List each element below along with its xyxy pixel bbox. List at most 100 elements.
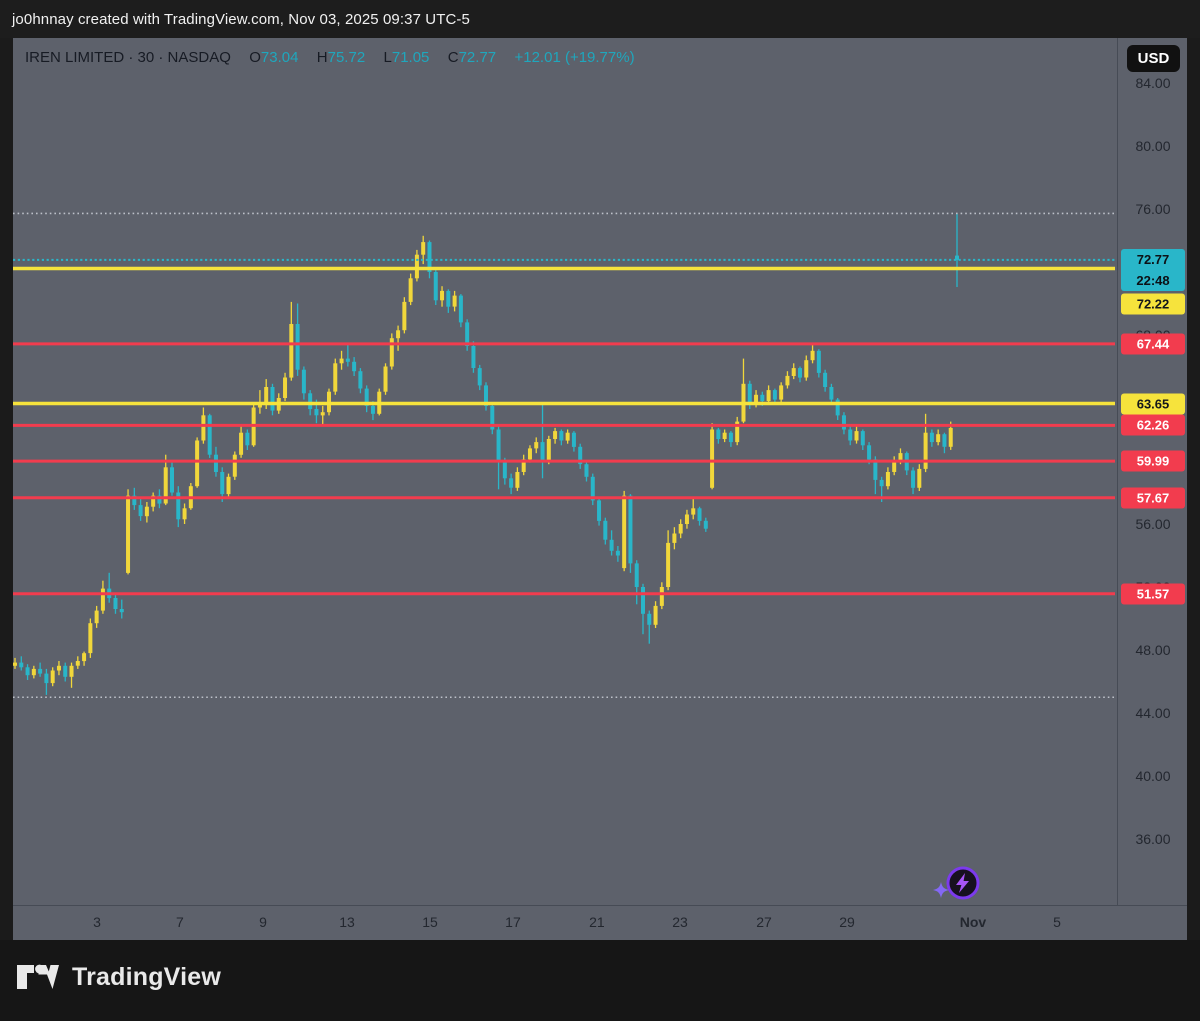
candle	[835, 398, 840, 420]
candle	[716, 427, 721, 444]
candle	[885, 467, 890, 490]
candle	[948, 421, 953, 450]
candle	[283, 372, 288, 402]
ohlc-close-label: C	[447, 49, 459, 66]
time-tick: 7	[176, 914, 184, 930]
time-tick: 15	[422, 914, 438, 930]
symbol-header[interactable]: IREN LIMITED · 30 · NASDAQ O73.04 H75.72…	[25, 49, 635, 66]
red-level-badge: 57.67	[1121, 487, 1185, 509]
candle	[515, 467, 520, 491]
candle	[816, 349, 821, 378]
ohlc-high-label: H	[316, 49, 328, 66]
candle	[320, 405, 325, 427]
price-tick: 44.00	[1135, 705, 1171, 721]
candle	[791, 363, 796, 380]
candle	[264, 379, 269, 409]
candle	[207, 413, 212, 458]
candle	[829, 383, 834, 405]
candle	[534, 437, 539, 454]
candle	[678, 519, 683, 539]
candle	[929, 429, 934, 447]
bar-countdown: 22:48	[1136, 273, 1170, 289]
red-level-badge: 59.99	[1121, 450, 1185, 472]
candle	[666, 530, 671, 591]
candle	[741, 358, 746, 424]
candle	[597, 497, 602, 526]
candle	[628, 494, 633, 573]
candle	[546, 435, 551, 465]
price-tick: 48.00	[1135, 642, 1171, 658]
candle	[898, 448, 903, 465]
candle	[452, 290, 457, 312]
attribution-bar: jo0hnnay created with TradingView.com, N…	[0, 0, 1200, 38]
candle	[697, 506, 702, 526]
candle	[766, 385, 771, 405]
candle	[144, 502, 149, 523]
candle	[521, 454, 526, 476]
candle	[647, 610, 652, 644]
candle	[88, 618, 93, 658]
candle	[63, 662, 68, 682]
candle	[735, 416, 740, 446]
price-scale[interactable]: USD 84.0080.0076.0072.0068.0064.0060.005…	[1117, 38, 1187, 905]
candle	[138, 498, 143, 521]
time-tick: 21	[589, 914, 605, 930]
candle	[484, 382, 488, 411]
candle	[458, 294, 463, 328]
candle	[672, 527, 677, 550]
ohlc-low-value: 71.05	[391, 49, 430, 66]
candle	[590, 473, 595, 506]
candle	[841, 412, 846, 435]
tradingview-logo[interactable]: TradingView	[16, 962, 221, 992]
candle	[289, 301, 294, 381]
candle	[798, 366, 802, 383]
candle	[553, 427, 558, 444]
candle	[653, 601, 658, 628]
candle	[754, 390, 759, 408]
price-tick: 76.00	[1135, 201, 1171, 217]
candle	[936, 429, 941, 446]
candlestick-canvas[interactable]	[13, 38, 1187, 905]
candle	[82, 651, 87, 666]
spark-logo-button[interactable]	[925, 860, 989, 908]
price-tick: 56.00	[1135, 516, 1171, 532]
candle	[270, 383, 275, 416]
candle	[892, 456, 897, 476]
candle	[301, 366, 306, 400]
red-level-badge: 62.26	[1121, 414, 1185, 436]
candle	[75, 656, 80, 669]
candle	[634, 560, 639, 605]
candle	[163, 454, 168, 506]
price-tick: 80.00	[1135, 138, 1171, 154]
yellow-level-badge: 72.22	[1121, 293, 1185, 315]
candle	[603, 517, 608, 545]
candle	[421, 235, 426, 265]
time-tick: 13	[339, 914, 355, 930]
candle	[226, 473, 231, 498]
candle	[490, 402, 495, 435]
candle	[728, 431, 733, 447]
candle	[113, 593, 118, 614]
candle	[427, 240, 432, 279]
candle	[100, 580, 105, 614]
candle	[295, 303, 300, 376]
candle	[691, 498, 696, 520]
candle	[879, 476, 884, 502]
candle	[389, 333, 394, 370]
price-tick: 36.00	[1135, 831, 1171, 847]
time-scale[interactable]: 3 7 9 13 15 17 21 23 27 29 Nov 5	[13, 905, 1187, 940]
candle	[232, 451, 237, 480]
candle	[176, 486, 181, 528]
tradingview-wordmark: TradingView	[72, 962, 222, 991]
candle	[747, 380, 752, 409]
candle	[314, 399, 319, 424]
candle	[370, 401, 375, 421]
red-level-badge: 51.57	[1121, 583, 1185, 605]
candle	[578, 443, 583, 469]
candle	[860, 429, 865, 450]
candle	[615, 546, 620, 562]
currency-badge[interactable]: USD	[1127, 45, 1180, 72]
chart-pane[interactable]: IREN LIMITED · 30 · NASDAQ O73.04 H75.72…	[13, 38, 1187, 940]
symbol-title[interactable]: IREN LIMITED · 30 · NASDAQ	[25, 49, 231, 66]
candle	[810, 345, 815, 364]
